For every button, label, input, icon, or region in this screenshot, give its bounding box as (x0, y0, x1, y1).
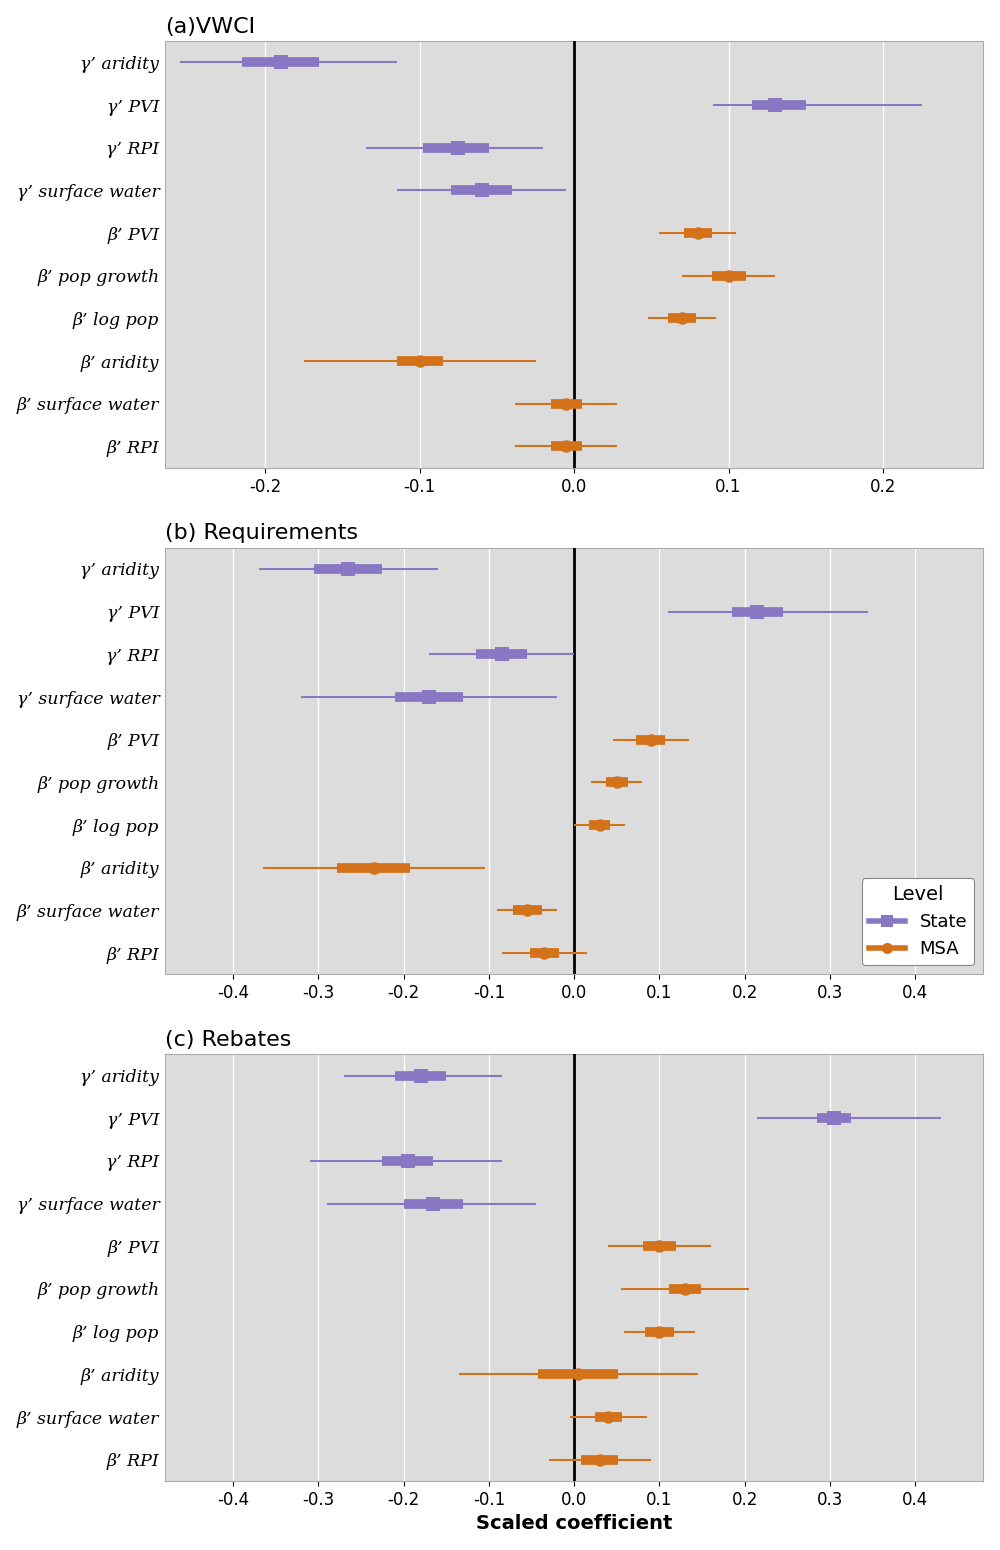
Text: (c) Rebates: (c) Rebates (165, 1029, 291, 1049)
Text: (b) Requirements: (b) Requirements (165, 524, 358, 544)
Text: (a)VWCI: (a)VWCI (165, 17, 255, 37)
X-axis label: Scaled coefficient: Scaled coefficient (476, 1514, 672, 1533)
Legend: State, MSA: State, MSA (862, 877, 974, 966)
